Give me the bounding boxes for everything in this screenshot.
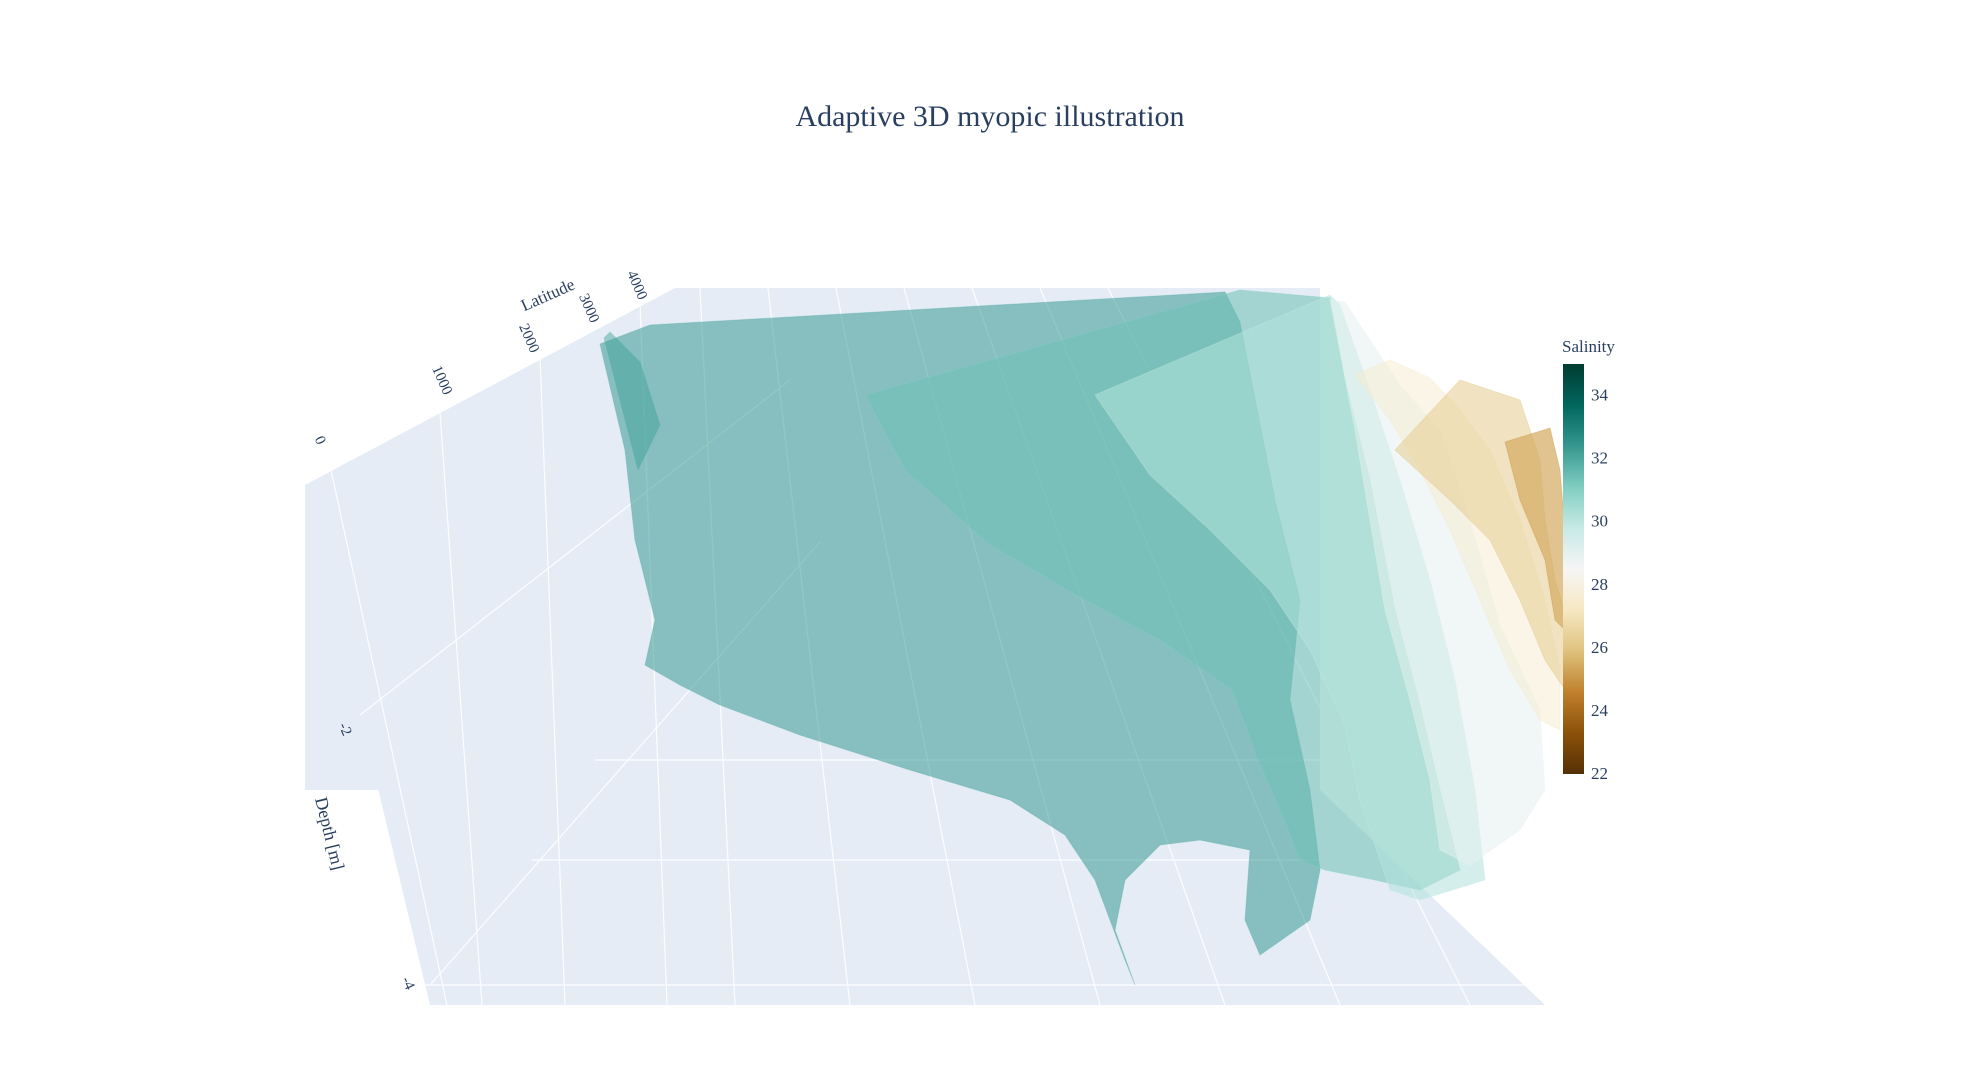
latitude-tick-4000: 4000 [623,268,650,302]
depth-tick-minus4: -4 [398,974,418,992]
latitude-tick-1000: 1000 [428,363,455,397]
colorbar-tick-label: 30 [1591,512,1608,531]
depth-tick-minus2: -2 [335,720,355,738]
isosurface-6 [1354,359,1561,731]
colorbar-tick-label: 22 [1591,764,1608,783]
colorbar-title: Salinity [1562,337,1615,356]
surfaces [599,289,1576,986]
latitude-tick-0: 0 [311,434,329,447]
latitude-tick-3000: 3000 [575,291,602,325]
colorbar-gradient [1563,364,1584,774]
floor-plane [305,485,1545,1005]
colorbar-tick-label: 34 [1591,386,1609,405]
latitude-axis-title: Latitude [518,275,577,315]
colorbar-ticks: 34 32 30 28 26 24 22 [1591,386,1609,783]
depth-axis-title: Depth [m] [311,795,348,872]
colorbar-tick-label: 24 [1591,701,1609,720]
colorbar-tick-label: 28 [1591,575,1608,594]
latitude-tick-2000: 2000 [515,321,542,355]
chart-title: Adaptive 3D myopic illustration [795,100,1185,133]
colorbar-tick-label: 32 [1591,449,1608,468]
colorbar: Salinity 34 32 30 28 26 24 22 [1562,337,1615,783]
colorbar-tick-label: 26 [1591,638,1608,657]
